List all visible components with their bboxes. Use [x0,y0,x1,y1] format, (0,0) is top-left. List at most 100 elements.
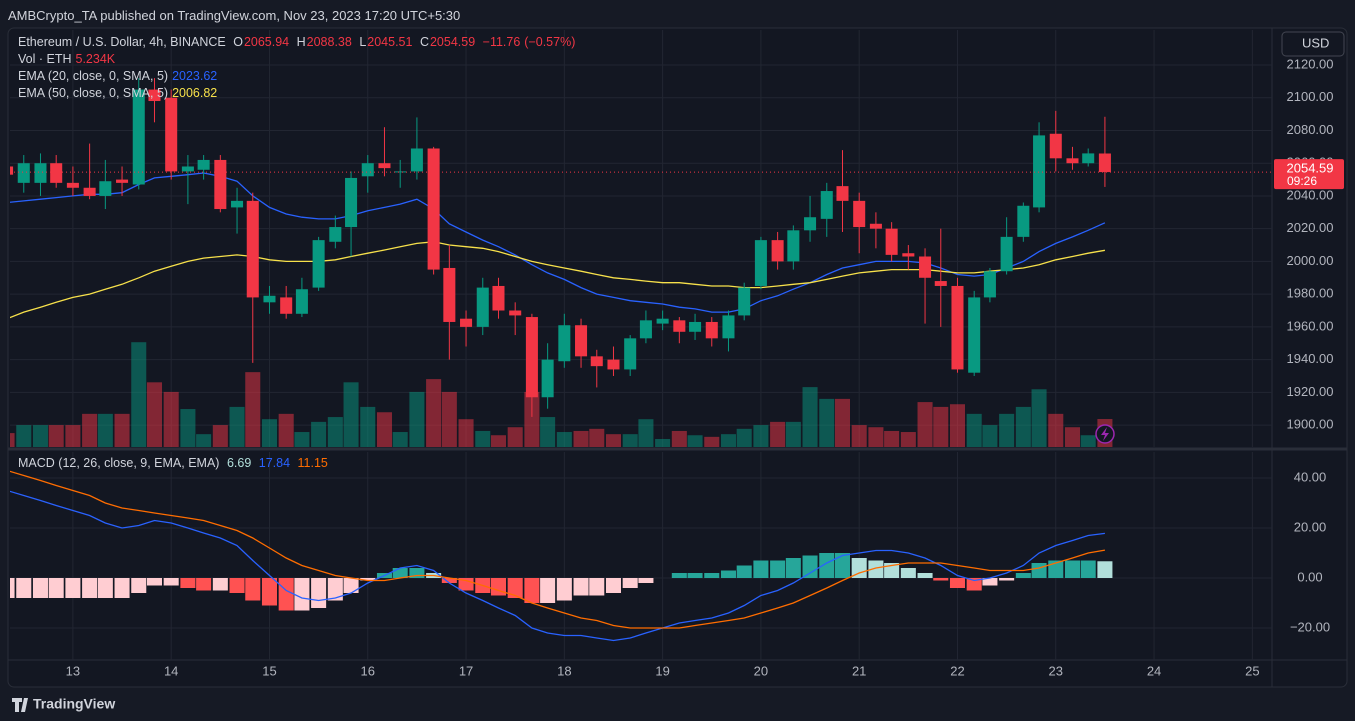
macd-histogram-bar [868,560,884,578]
candle-body [509,310,522,316]
volume-bar [409,391,425,447]
y-tick-label: 1960.00 [1287,318,1334,333]
volume-bar [540,417,556,447]
macd-histogram-bar [441,578,457,583]
publisher-line: AMBCrypto_TA published on TradingView.co… [8,7,464,24]
candle-body [558,325,571,362]
macd-histogram-bar [540,578,556,603]
candle-body [639,320,652,339]
x-tick-label: 22 [950,663,964,678]
macd-line [10,490,1105,642]
candle-body [66,182,79,188]
legend-ema-row: EMA (50, close, 0, SMA, 5) 2006.82 [18,85,579,102]
candle-body [10,166,14,175]
macd-histogram-bar [212,578,228,591]
macd-histogram-bar [933,578,949,581]
candle-body [1000,236,1013,272]
macd-histogram-bar [524,578,540,603]
x-tick-label: 21 [852,663,866,678]
macd-histogram-bar [770,560,786,578]
volume-bar [802,387,818,447]
macd-value: 17.84 [258,456,291,470]
macd-histogram-bar [278,578,294,611]
x-tick-label: 17 [459,663,473,678]
macd-histogram-bar [671,573,687,578]
macd-histogram-bar [1015,573,1031,578]
y-tick-label: 2000.00 [1287,253,1334,268]
signal-line [10,470,1106,629]
candle-body [885,228,898,255]
x-tick-label: 18 [557,663,571,678]
candle-body [427,148,440,270]
volume-bar [834,398,851,447]
macd-histogram-bar [589,578,605,596]
candle-body [443,267,456,322]
currency-label[interactable]: USD [1302,35,1329,50]
volume-bar [441,391,457,447]
volume-bar [475,430,491,447]
lightning-glyph [1101,427,1109,441]
candle-body [771,240,784,262]
legend-symbol-row: Ethereum / U.S. Dollar, 4h, BINANCE O206… [18,34,579,51]
candle-body [361,163,374,177]
candle-body [968,297,981,373]
volume-bar [458,419,474,447]
macd-histogram-bar [229,578,245,593]
macd-histogram-bar [802,555,818,578]
candle-body [345,177,358,228]
candle-body [983,271,996,298]
x-tick-label: 24 [1147,663,1161,678]
y-tick-label: 1920.00 [1287,384,1334,399]
y-tick-label: 1980.00 [1287,286,1334,301]
logo-text: TradingView [33,696,115,712]
macd-histogram-bar [1097,561,1113,578]
candle-body [820,191,833,219]
macd-histogram-bar [163,578,179,586]
candle-body [246,200,259,298]
macd-histogram-bar [917,573,933,578]
candle-body [394,171,407,173]
volume-value: 5.234K [75,52,116,66]
candle-body [1017,205,1030,237]
volume-bar [48,425,64,447]
change-pct: (−0.57%) [524,35,576,49]
candle-body [312,240,325,288]
macd-tick-label: 20.00 [1294,519,1327,534]
axes: 1900.001920.001940.001960.001980.002000.… [10,56,1344,678]
volume-bar [949,404,966,447]
volume-bar [311,421,327,447]
volume-bar [343,382,359,447]
currency-button[interactable] [1281,31,1345,57]
candle-body [1033,135,1046,208]
candle-body [934,281,947,286]
candle-body [902,253,915,257]
candle-body [590,356,603,367]
macd-histogram-bar [966,578,982,591]
volume-bar [785,421,801,447]
candle-body [132,89,145,185]
volume-bar [212,425,228,447]
volume-bar [770,421,786,447]
macd-histogram-bar [82,578,98,598]
candle-body [165,97,178,172]
ohlc-letter: L [359,35,367,49]
volume-bar [229,406,245,447]
volume-bar [556,432,572,447]
ema-name: EMA (20, close, 0, SMA, 5) [18,69,169,83]
x-tick-label: 25 [1245,663,1259,678]
macd-histogram-bar [311,578,327,608]
candle-body [410,148,423,172]
volume-bar [392,432,408,447]
candle-body [525,317,538,398]
macd-histogram-bar [32,578,48,598]
ohlc-letter: H [296,35,306,49]
volume-bar [261,419,277,447]
candle-body [1066,158,1079,164]
legend: Ethereum / U.S. Dollar, 4h, BINANCE O206… [18,34,579,102]
candle-body [263,295,276,303]
volume-bar [704,436,720,447]
macd-tick-label: 40.00 [1294,469,1327,484]
macd-histogram-bar [949,578,966,588]
candle-body [214,159,227,210]
macd-histogram-bar [261,578,277,606]
